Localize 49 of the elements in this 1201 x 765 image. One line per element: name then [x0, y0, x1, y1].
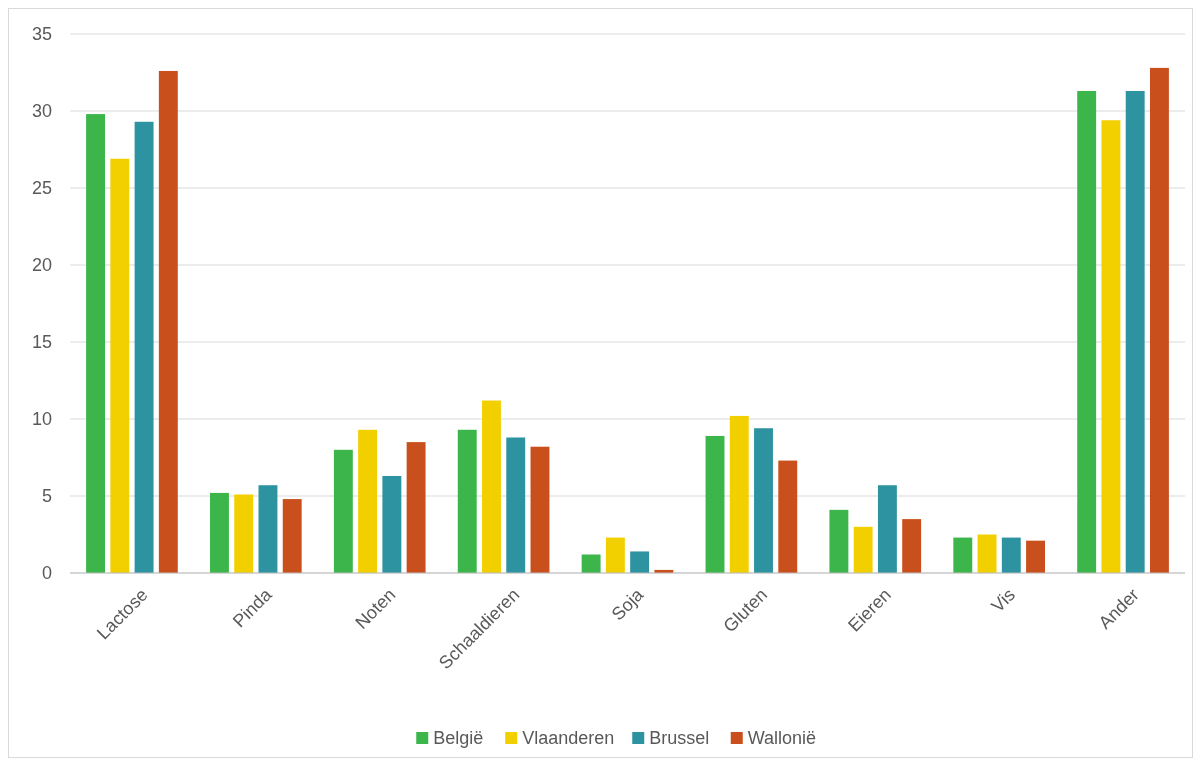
bar [829, 509, 849, 573]
bar [853, 526, 873, 573]
legend-label: België [433, 728, 484, 749]
bar [506, 437, 526, 573]
bar [134, 121, 154, 573]
bar [1149, 67, 1169, 573]
y-tick-label: 30 [31, 101, 52, 122]
legend-label: Wallonië [747, 728, 817, 749]
bar [1101, 120, 1121, 573]
legend-label: Vlaanderen [522, 728, 615, 749]
y-tick-label: 5 [41, 486, 52, 507]
bar [953, 537, 973, 573]
bar [729, 415, 749, 573]
bar [258, 485, 278, 573]
bar [382, 475, 402, 573]
bar [482, 400, 501, 573]
bar [605, 537, 625, 573]
bar [110, 158, 130, 573]
bar [333, 449, 353, 573]
legend-label: Brussel [649, 728, 710, 749]
bar [158, 70, 178, 573]
bar [1125, 90, 1145, 573]
bar [1026, 540, 1046, 573]
x-tick-label: Soja [607, 583, 648, 625]
y-tick-label: 0 [41, 563, 52, 584]
bar [1001, 537, 1021, 573]
bar [630, 551, 650, 573]
bar [754, 428, 773, 573]
bar [902, 519, 922, 573]
y-tick-label: 35 [31, 24, 52, 45]
y-tick-label: 10 [31, 409, 52, 430]
y-tick-label: 25 [31, 178, 52, 199]
bar [877, 485, 897, 573]
bar [977, 534, 997, 573]
bar [705, 435, 725, 573]
bar [457, 429, 477, 573]
y-tick-label: 20 [31, 255, 52, 276]
bar [778, 460, 798, 573]
bar [209, 492, 229, 573]
y-tick-label: 15 [31, 332, 52, 353]
bar [530, 446, 550, 573]
bar [234, 494, 254, 573]
bar [581, 554, 601, 573]
x-tick-label: Vis [987, 584, 1019, 617]
bar [1077, 90, 1097, 573]
bar [358, 429, 378, 573]
bar [86, 114, 106, 573]
bar [406, 442, 426, 573]
bar [282, 499, 302, 573]
